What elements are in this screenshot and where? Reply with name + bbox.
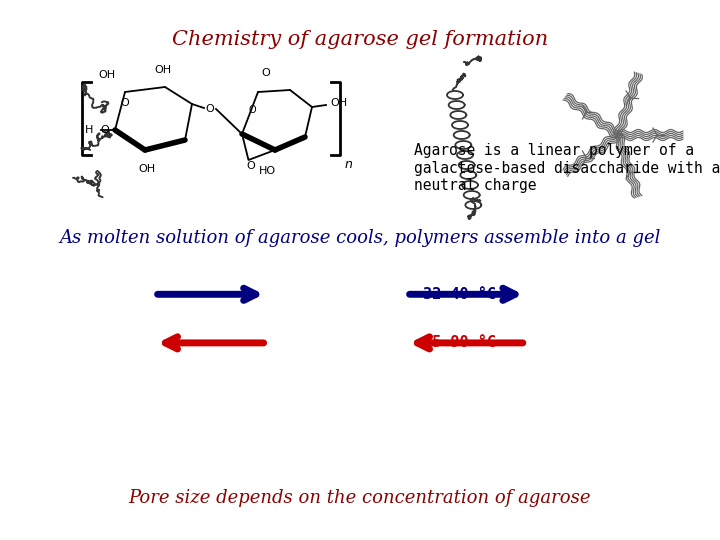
Text: Chemistry of agarose gel formation: Chemistry of agarose gel formation	[172, 30, 548, 49]
Text: O: O	[206, 104, 215, 114]
Text: O: O	[246, 161, 255, 171]
Text: OH: OH	[138, 164, 156, 174]
Text: Agarose is a linear polymer of a
galactose-based disaccharide with a
neutral cha: Agarose is a linear polymer of a galacto…	[414, 143, 720, 193]
Text: O: O	[261, 68, 271, 78]
Text: O: O	[121, 98, 130, 108]
Text: HO: HO	[258, 166, 276, 176]
Text: O: O	[101, 125, 109, 135]
Text: OH: OH	[99, 70, 116, 80]
Text: OH: OH	[330, 98, 347, 108]
Text: 85-90 °C: 85-90 °C	[423, 335, 496, 350]
Text: 32-40 °C: 32-40 °C	[423, 287, 496, 302]
Text: O: O	[248, 105, 256, 115]
Text: As molten solution of agarose cools, polymers assemble into a gel: As molten solution of agarose cools, pol…	[59, 229, 661, 247]
Text: Pore size depends on the concentration of agarose: Pore size depends on the concentration o…	[129, 489, 591, 507]
Text: OH: OH	[154, 65, 171, 75]
Text: H: H	[85, 125, 93, 135]
Text: n: n	[345, 158, 353, 171]
